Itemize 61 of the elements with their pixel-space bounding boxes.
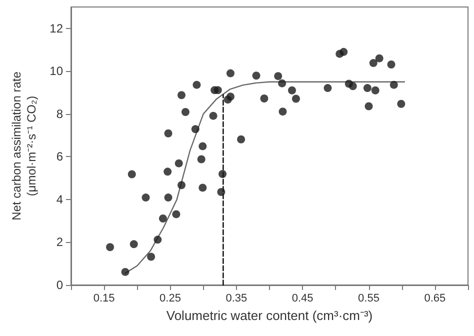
point xyxy=(121,268,130,276)
point xyxy=(274,72,282,80)
y-axis-title: Net carbon assimilation rate (μmol·m⁻²·s⁻¹ CO₂) xyxy=(9,71,38,220)
point xyxy=(106,243,114,252)
point xyxy=(340,48,348,56)
point xyxy=(363,84,372,92)
point xyxy=(288,86,296,94)
point xyxy=(209,112,218,120)
point xyxy=(226,92,234,101)
x-tick-label: 0.35 xyxy=(226,292,248,304)
point xyxy=(278,108,287,116)
point xyxy=(198,184,207,192)
x-tick-label: 0.55 xyxy=(358,292,380,304)
y-tick-label: 8 xyxy=(56,106,64,121)
point xyxy=(369,59,378,68)
y-tick-label: 6 xyxy=(56,150,64,164)
point xyxy=(387,60,396,69)
point xyxy=(292,94,300,103)
point xyxy=(390,80,398,89)
point xyxy=(278,79,286,88)
point xyxy=(142,194,150,202)
x-tick-label: 0.15 xyxy=(93,292,115,304)
y-tick-label: 0 xyxy=(56,278,64,292)
x-tick-label: 0.25 xyxy=(160,292,181,304)
point xyxy=(164,168,172,176)
point xyxy=(130,240,138,248)
point xyxy=(178,91,186,100)
point xyxy=(397,100,406,108)
y-tick-label: 12 xyxy=(50,21,64,36)
y-tick-label: 10 xyxy=(50,64,64,78)
x-tick-label: 0.65 xyxy=(424,292,446,304)
point xyxy=(197,155,206,164)
point xyxy=(164,129,172,138)
point xyxy=(371,86,380,94)
point xyxy=(147,252,156,261)
point xyxy=(348,82,357,90)
point xyxy=(226,69,234,78)
y-tick-label: 4 xyxy=(56,192,64,206)
point xyxy=(178,181,186,190)
point xyxy=(217,188,226,196)
point xyxy=(252,72,260,80)
point xyxy=(174,159,183,168)
point xyxy=(164,194,172,202)
point xyxy=(192,80,201,89)
point xyxy=(237,135,246,144)
point xyxy=(191,125,200,134)
point xyxy=(218,170,227,178)
point xyxy=(158,214,167,222)
point xyxy=(364,102,373,110)
x-tick-label: 0.45 xyxy=(292,292,314,304)
x-axis-title: Volumetric water content (cm³·cm⁻³) xyxy=(166,308,373,323)
point xyxy=(128,170,136,178)
point xyxy=(375,54,384,62)
point xyxy=(172,210,180,218)
point xyxy=(154,236,162,244)
point xyxy=(198,142,207,150)
point xyxy=(214,86,222,94)
y-tick-label: 2 xyxy=(56,235,64,250)
point xyxy=(260,94,268,103)
point xyxy=(324,84,332,92)
point xyxy=(181,108,190,116)
